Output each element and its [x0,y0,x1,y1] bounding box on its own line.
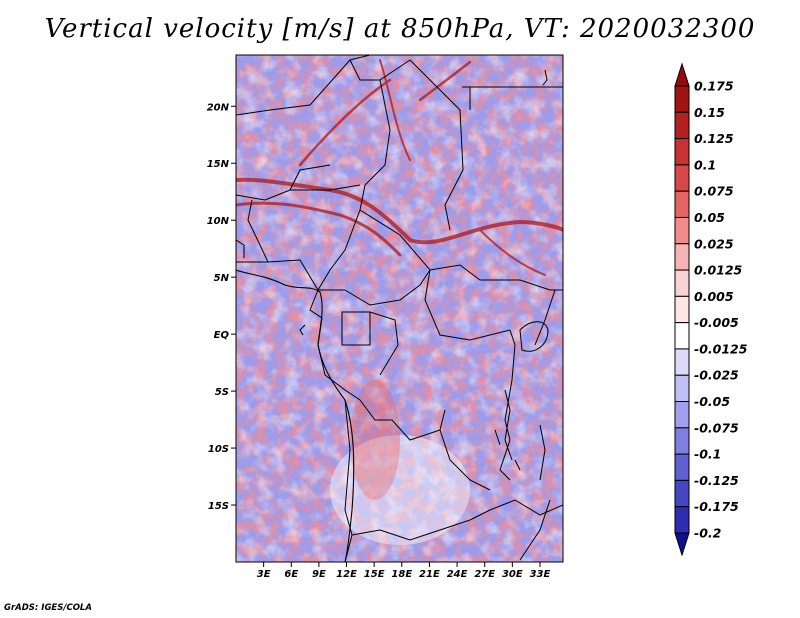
colorbar-bottom-arrow [674,532,690,557]
colorbar: 0.175 0.15 0.125 0.1 0.075 0.05 0.025 0.0125 0.0… [674,62,748,557]
lat-tick-label: 20N [207,102,230,113]
lakes [494,69,549,481]
map-frame [235,54,564,563]
colorbar-swatch [674,479,690,508]
coastline [236,269,355,562]
colorbar-level-label: 0.025 [694,236,734,251]
latitude-axis: 20N 15N 10N 5N EQ 5S 10S 15S [207,102,236,512]
colorbar-swatch [674,111,690,140]
lon-tick-label: 15E [364,569,385,580]
colorbar-swatch [674,322,690,350]
colorbar-swatch [674,453,690,481]
lon-tick-label: 18E [391,569,412,580]
ascent-band [236,59,563,276]
colorbar-swatch [674,243,690,271]
colorbar-level-label: 0.125 [694,131,734,146]
lon-tick-label: 24E [447,569,468,580]
colorbar-level-label: -0.075 [694,420,739,435]
colorbar-level-label: -0.1 [694,447,721,462]
lon-tick-label: 33E [530,569,551,580]
country-borders [236,55,563,562]
colorbar-level-label: 0.005 [694,289,734,304]
lon-tick-label: 27E [474,569,495,580]
colorbar-swatch [674,138,690,166]
weak-motion-area [330,435,470,545]
velocity-field [236,55,563,562]
colorbar-level-label: 0.15 [694,105,725,120]
lat-tick-label: 10S [208,444,229,455]
colorbar-swatch [674,427,690,455]
lat-tick-label: 15S [208,501,229,512]
lon-tick-label: 12E [336,569,357,580]
colorbar-level-label: 0.175 [694,79,734,94]
lat-tick-label: 5S [215,387,229,398]
ascent-area [350,380,400,500]
lat-tick-label: 10N [207,216,230,227]
colorbar-swatch [674,401,690,429]
colorbar-swatch [674,374,690,403]
map-title: Vertical velocity [m/s] at 850hPa, VT: 2… [44,14,756,44]
colorbar-swatch [674,269,690,297]
lat-tick-label: EQ [214,330,230,341]
colorbar-level-label: -0.005 [694,315,739,330]
lon-tick-label: 30E [502,569,523,580]
lon-tick-label: 6E [284,569,298,580]
lon-tick-label: 3E [257,569,271,580]
colorbar-level-label: 0.1 [694,157,716,172]
colorbar-swatch [674,216,690,245]
colorbar-swatch [674,295,690,324]
grads-credit: GrADS: IGES/COLA [4,603,92,613]
colorbar-level-label: 0.075 [694,184,734,199]
longitude-axis: 3E 6E 9E 12E 15E 18E 21E 24E 27E 30E 33E [257,562,551,580]
lat-tick-label: 15N [207,159,230,170]
colorbar-level-label: -0.2 [694,526,721,541]
colorbar-swatch [674,348,690,376]
colorbar-level-label: 0.05 [694,210,725,225]
lat-tick-label: 5N [214,273,230,284]
colorbar-top-arrow [674,62,690,87]
colorbar-swatch [674,164,690,192]
colorbar-swatch [674,190,690,218]
colorbar-level-label: -0.0125 [694,341,748,356]
colorbar-level-label: -0.05 [694,394,730,409]
colorbar-swatch [674,85,690,113]
colorbar-level-label: -0.025 [694,368,739,383]
colorbar-swatch [674,506,690,534]
colorbar-level-label: -0.125 [694,473,739,488]
colorbar-level-label: -0.175 [694,499,739,514]
lon-tick-label: 21E [419,569,440,580]
colorbar-level-label: 0.0125 [694,263,743,278]
lon-tick-label: 9E [312,569,326,580]
